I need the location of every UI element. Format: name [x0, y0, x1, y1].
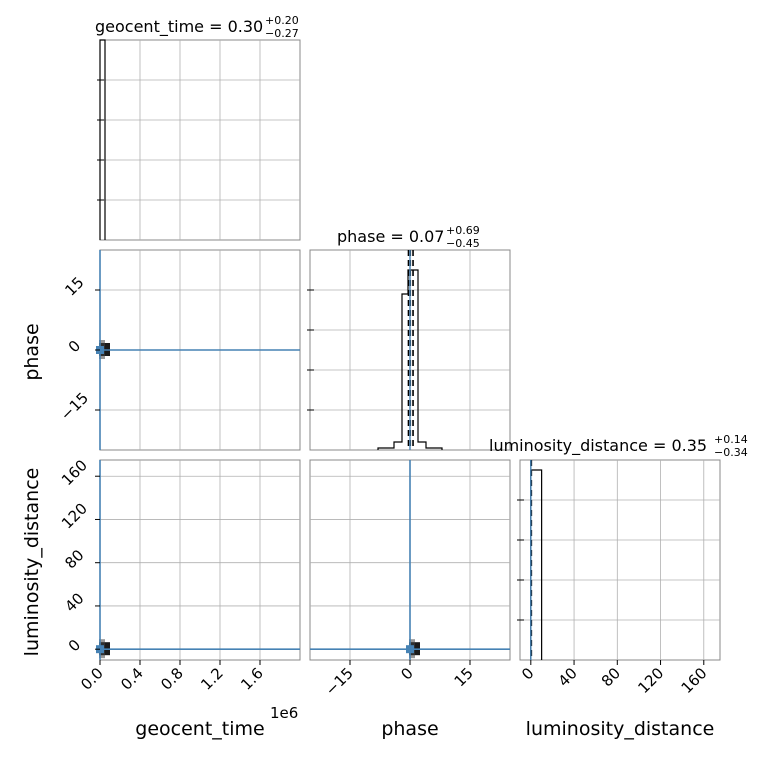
truth-point-2-1	[406, 645, 414, 654]
ylabel-phase: phase	[21, 323, 43, 380]
panel-frame-2-2	[519, 459, 721, 661]
histogram-luminosity_distance	[530, 469, 543, 660]
title-geocent-time-sub: −0.27	[265, 27, 299, 40]
tick-label-y-luminosity_distance-4: 160	[58, 456, 91, 489]
tick-label-y-luminosity_distance-2: 80	[61, 546, 87, 572]
tick-label-x-luminosity_distance-2: 80	[598, 664, 624, 690]
tick-label-x-geocent_time-3: 1.2	[197, 664, 227, 694]
tick-label-y-phase-1: 0	[65, 337, 84, 356]
tick-label-y-phase-2: 15	[61, 273, 87, 299]
histogram-geocent_time	[99, 39, 106, 240]
title-luminosity-distance-sub: −0.34	[714, 446, 748, 459]
tick-label-x-geocent_time-0: 0.0	[77, 664, 107, 694]
tick-label-x-phase-0: −15	[322, 664, 357, 699]
tick-label-x-geocent_time-1: 0.4	[117, 664, 147, 694]
xlabel-luminosity-distance: luminosity_distance	[526, 718, 715, 740]
xlabel-geocent-time: geocent_time	[135, 718, 264, 740]
tick-label-y-luminosity_distance-1: 40	[61, 589, 87, 615]
panel-frame-2-0	[99, 459, 301, 661]
tick-label-x-geocent_time-4: 1.6	[237, 664, 267, 694]
title-luminosity-distance: luminosity_distance = 0.35	[489, 436, 707, 456]
offset-label-geocent-time: 1e6	[270, 704, 298, 722]
title-geocent-time: geocent_time = 0.30	[95, 17, 263, 37]
title-luminosity-distance-sup: +0.14	[714, 433, 748, 446]
tick-label-x-phase-2: 15	[451, 664, 477, 690]
tick-label-x-luminosity_distance-1: 40	[555, 664, 581, 690]
xlabel-phase: phase	[381, 718, 438, 740]
title-phase-sub: −0.45	[446, 237, 480, 250]
title-phase: phase = 0.07	[337, 227, 444, 246]
panel-frame-0-0	[99, 39, 301, 241]
title-geocent-time-sup: +0.20	[265, 14, 299, 27]
tick-label-x-luminosity_distance-0: 0	[518, 664, 537, 683]
tick-label-y-luminosity_distance-3: 120	[58, 499, 91, 532]
tick-label-x-geocent_time-2: 0.8	[157, 664, 187, 694]
tick-label-y-phase-0: −15	[57, 389, 92, 424]
tick-label-x-phase-1: 0	[397, 664, 416, 683]
tick-label-x-luminosity_distance-4: 160	[678, 664, 711, 697]
tick-label-x-luminosity_distance-3: 120	[634, 664, 667, 697]
title-phase-sup: +0.69	[446, 224, 480, 237]
tick-label-y-luminosity_distance-0: 0	[65, 636, 84, 655]
ylabel-luminosity-distance: luminosity_distance	[21, 468, 43, 657]
